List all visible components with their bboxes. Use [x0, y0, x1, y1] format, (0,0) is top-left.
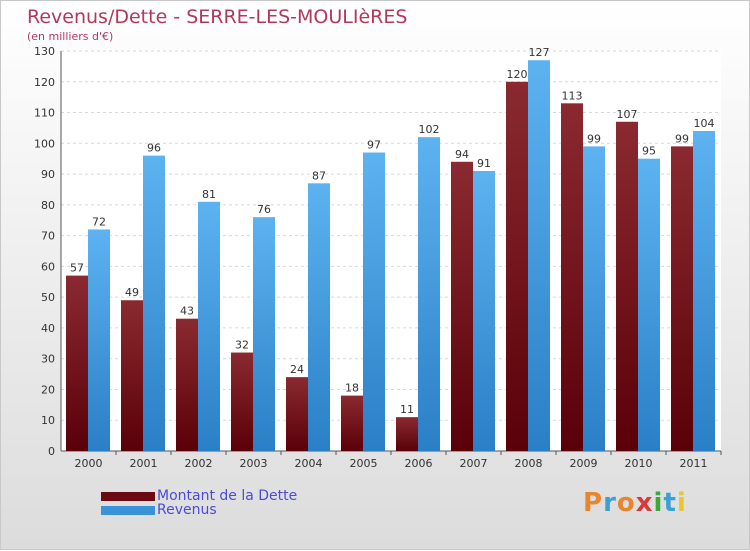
x-tick-label: 2006 [405, 457, 433, 470]
bar-dette [396, 417, 418, 451]
data-label: 97 [367, 139, 381, 152]
data-label: 102 [419, 123, 440, 136]
legend-label-dette: Montant de la Dette [157, 488, 298, 504]
bar-revenus [528, 60, 550, 451]
bar-dette [506, 81, 528, 452]
data-label: 107 [617, 108, 638, 121]
legend-label-revenus: Revenus [157, 502, 217, 518]
y-tick-label: 10 [41, 414, 55, 427]
data-label: 11 [400, 403, 414, 416]
bar-dette [561, 103, 583, 452]
y-tick-label: 50 [41, 291, 55, 304]
x-tick-label: 2004 [295, 457, 323, 470]
chart-subtitle: (en milliers d'€) [27, 30, 114, 43]
legend-item-revenus: Revenus [101, 502, 217, 518]
x-tick-label: 2007 [460, 457, 488, 470]
y-tick-label: 110 [34, 107, 55, 120]
y-tick-label: 70 [41, 230, 55, 243]
bar-dette [341, 395, 363, 451]
data-label: 127 [529, 46, 550, 59]
bar-dette [671, 146, 693, 451]
y-tick-label: 0 [48, 445, 55, 458]
data-label: 104 [694, 117, 715, 130]
bar-revenus [638, 158, 660, 451]
logo-letter: i [676, 488, 687, 518]
bar-dette [616, 121, 638, 452]
logo-letter: i [653, 488, 664, 518]
x-tick-label: 2001 [130, 457, 158, 470]
data-label: 57 [70, 262, 84, 275]
y-tick-label: 40 [41, 322, 55, 335]
x-tick-label: 2003 [240, 457, 268, 470]
logo-letter: P [583, 488, 604, 518]
data-label: 81 [202, 188, 216, 201]
y-tick-label: 120 [34, 76, 55, 89]
data-label: 18 [345, 382, 359, 395]
x-tick-label: 2000 [75, 457, 103, 470]
bar-dette [286, 377, 308, 451]
x-tick-label: 2010 [625, 457, 653, 470]
bar-dette [176, 318, 198, 451]
bar-revenus [253, 217, 275, 451]
data-label: 99 [675, 132, 689, 145]
data-label: 32 [235, 339, 249, 352]
bar-revenus [583, 146, 605, 451]
bar-dette [231, 352, 253, 451]
bar-revenus [143, 155, 165, 451]
bar-dette [451, 161, 473, 451]
proxiti-logo[interactable]: Proxiti [583, 488, 687, 518]
bar-revenus [198, 201, 220, 451]
y-tick-label: 130 [34, 45, 55, 58]
chart-title: Revenus/Dette - SERRE-LES-MOULIèRES [27, 6, 408, 28]
logo-letter: r [603, 488, 617, 518]
logo-letter: t [663, 488, 677, 518]
data-label: 72 [92, 215, 106, 228]
data-label: 49 [125, 286, 139, 299]
data-label: 99 [587, 132, 601, 145]
y-tick-label: 20 [41, 383, 55, 396]
bar-dette [121, 300, 143, 451]
bar-revenus [308, 183, 330, 452]
data-label: 91 [477, 157, 491, 170]
data-label: 113 [562, 89, 583, 102]
data-label: 87 [312, 169, 326, 182]
x-tick-label: 2005 [350, 457, 378, 470]
bar-revenus [418, 137, 440, 451]
data-label: 43 [180, 305, 194, 318]
bar-revenus [88, 229, 110, 451]
logo-letter: o [616, 488, 636, 518]
bar-revenus [363, 152, 385, 452]
legend-swatch-dette [101, 491, 155, 501]
y-tick-label: 30 [41, 353, 55, 366]
legend-swatch-revenus [101, 505, 155, 515]
logo-letter: x [635, 488, 654, 518]
y-tick-label: 60 [41, 260, 55, 273]
y-tick-label: 90 [41, 168, 55, 181]
data-label: 96 [147, 142, 161, 155]
y-tick-label: 100 [34, 137, 55, 150]
data-label: 76 [257, 203, 271, 216]
data-label: 95 [642, 145, 656, 158]
y-tick-label: 80 [41, 199, 55, 212]
bar-dette [66, 275, 88, 451]
data-label: 24 [290, 363, 304, 376]
bar-revenus [693, 131, 715, 451]
x-tick-label: 2009 [570, 457, 598, 470]
data-label: 94 [455, 148, 469, 161]
x-tick-label: 2008 [515, 457, 543, 470]
plot-area [61, 51, 721, 451]
bar-revenus [473, 171, 495, 451]
data-label: 120 [507, 68, 528, 81]
x-tick-label: 2011 [680, 457, 708, 470]
legend-item-dette: Montant de la Dette [101, 488, 298, 504]
x-tick-label: 2002 [185, 457, 213, 470]
